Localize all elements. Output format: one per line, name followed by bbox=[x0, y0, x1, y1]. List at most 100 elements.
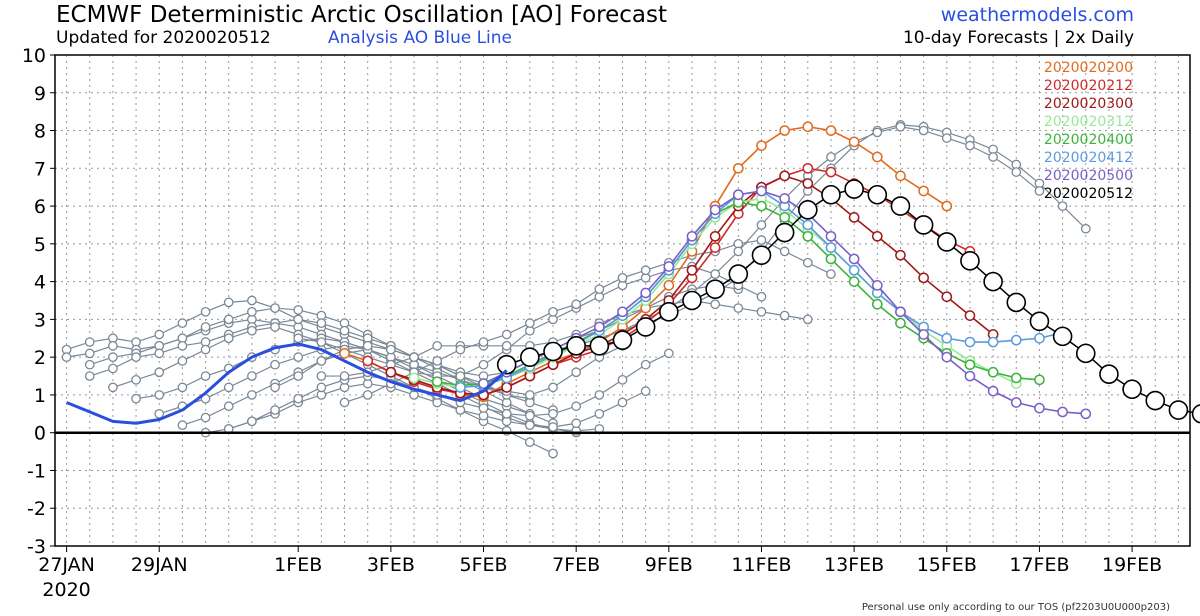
analysis-line bbox=[66, 342, 508, 425]
series-point-2020020300 bbox=[385, 366, 397, 378]
y-tick-label: 1 bbox=[34, 385, 46, 407]
ensemble-member-point bbox=[177, 356, 188, 366]
series-point-2020020512 bbox=[659, 302, 679, 322]
ensemble-member-point bbox=[177, 318, 188, 329]
ensemble-member-point bbox=[918, 125, 929, 136]
series-point-2020020212 bbox=[709, 242, 721, 253]
ensemble-member-point bbox=[432, 340, 443, 351]
x-tick-label: 7FEB bbox=[552, 554, 600, 576]
series-point-2020020212 bbox=[802, 162, 814, 174]
series-point-2020020412 bbox=[941, 332, 953, 344]
series-point-2020020512 bbox=[983, 271, 1003, 292]
series-line-2020020512 bbox=[506, 188, 1200, 415]
ensemble-member-point bbox=[200, 344, 211, 355]
analysis-layer bbox=[66, 342, 508, 425]
ensemble-member-point bbox=[617, 397, 628, 408]
brand-label: weathermodels.com bbox=[940, 4, 1134, 26]
ensemble-member-point bbox=[223, 297, 234, 308]
grid-layer bbox=[55, 55, 1190, 546]
series-point-2020020500 bbox=[964, 370, 976, 382]
y-tick-label: 7 bbox=[34, 158, 46, 180]
ensemble-member-point bbox=[316, 371, 327, 381]
series-point-2020020512 bbox=[867, 184, 888, 205]
ensemble-member-point bbox=[965, 140, 975, 151]
series-point-2020020412 bbox=[848, 264, 860, 276]
series-point-2020020500 bbox=[617, 306, 628, 318]
series-point-2020020512 bbox=[612, 330, 633, 350]
series-point-2020020512 bbox=[1006, 292, 1027, 313]
series-point-2020020400 bbox=[756, 200, 767, 212]
ensemble-member-point bbox=[524, 390, 535, 400]
ensemble-member-point bbox=[200, 306, 211, 317]
series-point-2020020500 bbox=[871, 280, 883, 291]
series-point-2020020412 bbox=[1034, 332, 1045, 344]
y-tick-label: -1 bbox=[27, 460, 46, 482]
series-point-2020020500 bbox=[732, 189, 744, 201]
series-point-2020020300 bbox=[709, 230, 721, 242]
ensemble-member-line bbox=[344, 239, 832, 404]
series-point-2020020400 bbox=[802, 230, 814, 242]
series-point-2020020500 bbox=[640, 287, 652, 299]
y-tick-label: 4 bbox=[34, 272, 46, 294]
series-point-2020020200 bbox=[825, 125, 837, 136]
series-point-2020020500 bbox=[895, 306, 906, 318]
ensemble-member-point bbox=[386, 344, 396, 355]
ensemble-member-point bbox=[756, 291, 767, 302]
series-point-2020020500 bbox=[686, 230, 698, 242]
ensemble-member-point bbox=[455, 371, 466, 381]
ensemble-member-point bbox=[293, 314, 304, 325]
y-tick-label: 2 bbox=[34, 347, 46, 369]
x-tick-label: 29JAN bbox=[131, 554, 188, 576]
y-tick-label: 9 bbox=[34, 83, 46, 105]
ensemble-member-point bbox=[548, 408, 558, 419]
ensemble-member-point bbox=[84, 371, 95, 381]
series-point-2020020300 bbox=[941, 291, 953, 303]
ensemble-member-point bbox=[293, 371, 304, 381]
ensemble-member-point bbox=[293, 305, 304, 315]
series-point-2020020500 bbox=[1057, 406, 1068, 418]
series-point-2020020512 bbox=[589, 336, 610, 356]
series-point-2020020512 bbox=[890, 196, 911, 216]
series-point-2020020400 bbox=[779, 212, 790, 223]
series-point-2020020212 bbox=[362, 355, 374, 367]
ensemble-member-point bbox=[247, 416, 257, 427]
ensemble-member-point bbox=[61, 352, 72, 363]
ensemble-member-point bbox=[270, 359, 280, 370]
cadence-label: 10-day Forecasts | 2x Daily bbox=[902, 28, 1134, 48]
plot-frame bbox=[54, 54, 1191, 547]
ensemble-member-point bbox=[223, 333, 234, 344]
series-point-2020020212 bbox=[825, 166, 837, 178]
ensemble-member-point bbox=[779, 310, 790, 321]
series-point-2020020512 bbox=[566, 336, 586, 356]
ensemble-member-point bbox=[594, 284, 605, 295]
ensemble-member-point bbox=[154, 348, 165, 359]
series-point-2020020512 bbox=[1029, 311, 1050, 332]
series-point-2020020500 bbox=[593, 321, 605, 333]
ensemble-member-point bbox=[200, 322, 211, 332]
ensemble-member-point bbox=[247, 371, 257, 381]
series-point-2020020412 bbox=[802, 219, 814, 231]
ensemble-member-point bbox=[756, 306, 767, 317]
ensemble-member-point bbox=[524, 437, 535, 447]
y-tick-label: 10 bbox=[22, 45, 46, 67]
series-point-2020020200 bbox=[895, 170, 906, 182]
series-point-2020020500 bbox=[941, 351, 953, 363]
x-tick-label: 19FEB bbox=[1102, 554, 1162, 576]
series-point-2020020300 bbox=[501, 382, 513, 393]
ensemble-member-point bbox=[478, 403, 489, 413]
ensemble-member-point bbox=[872, 127, 883, 138]
ensemble-member-point bbox=[594, 408, 605, 419]
series-point-2020020400 bbox=[895, 317, 906, 329]
ensemble-member-point bbox=[779, 246, 790, 257]
series-point-2020020512 bbox=[936, 232, 957, 252]
ensemble-member-point bbox=[756, 235, 767, 245]
ensemble-member-point bbox=[733, 303, 744, 313]
ensemble-member-point bbox=[200, 412, 211, 423]
x-tick-label: 3FEB bbox=[367, 554, 415, 576]
ensemble-member-point bbox=[84, 359, 95, 370]
series-point-2020020512 bbox=[1099, 364, 1119, 384]
series-point-2020020512 bbox=[705, 279, 725, 299]
ensemble-member-point bbox=[154, 367, 165, 378]
series-point-2020020400 bbox=[871, 298, 883, 310]
